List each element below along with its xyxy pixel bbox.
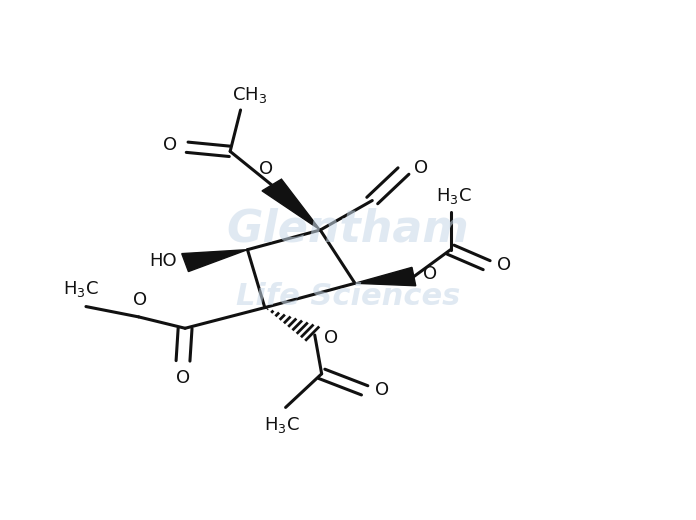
Text: O: O bbox=[423, 265, 437, 283]
Text: O: O bbox=[163, 136, 177, 153]
Text: O: O bbox=[324, 329, 338, 347]
Text: H$_3$C: H$_3$C bbox=[63, 279, 98, 299]
Text: CH$_3$: CH$_3$ bbox=[232, 85, 267, 105]
Polygon shape bbox=[262, 179, 320, 230]
Text: O: O bbox=[259, 160, 274, 178]
Polygon shape bbox=[355, 267, 416, 286]
Polygon shape bbox=[182, 250, 248, 271]
Text: Life Sciences: Life Sciences bbox=[236, 282, 460, 311]
Text: H$_3$C: H$_3$C bbox=[264, 415, 300, 435]
Text: O: O bbox=[414, 160, 428, 177]
Text: HO: HO bbox=[149, 252, 177, 270]
Text: O: O bbox=[375, 381, 389, 399]
Text: H$_3$C: H$_3$C bbox=[436, 186, 472, 206]
Text: O: O bbox=[133, 291, 147, 309]
Text: Glentham: Glentham bbox=[227, 207, 469, 251]
Text: O: O bbox=[497, 256, 511, 274]
Text: O: O bbox=[176, 369, 190, 387]
